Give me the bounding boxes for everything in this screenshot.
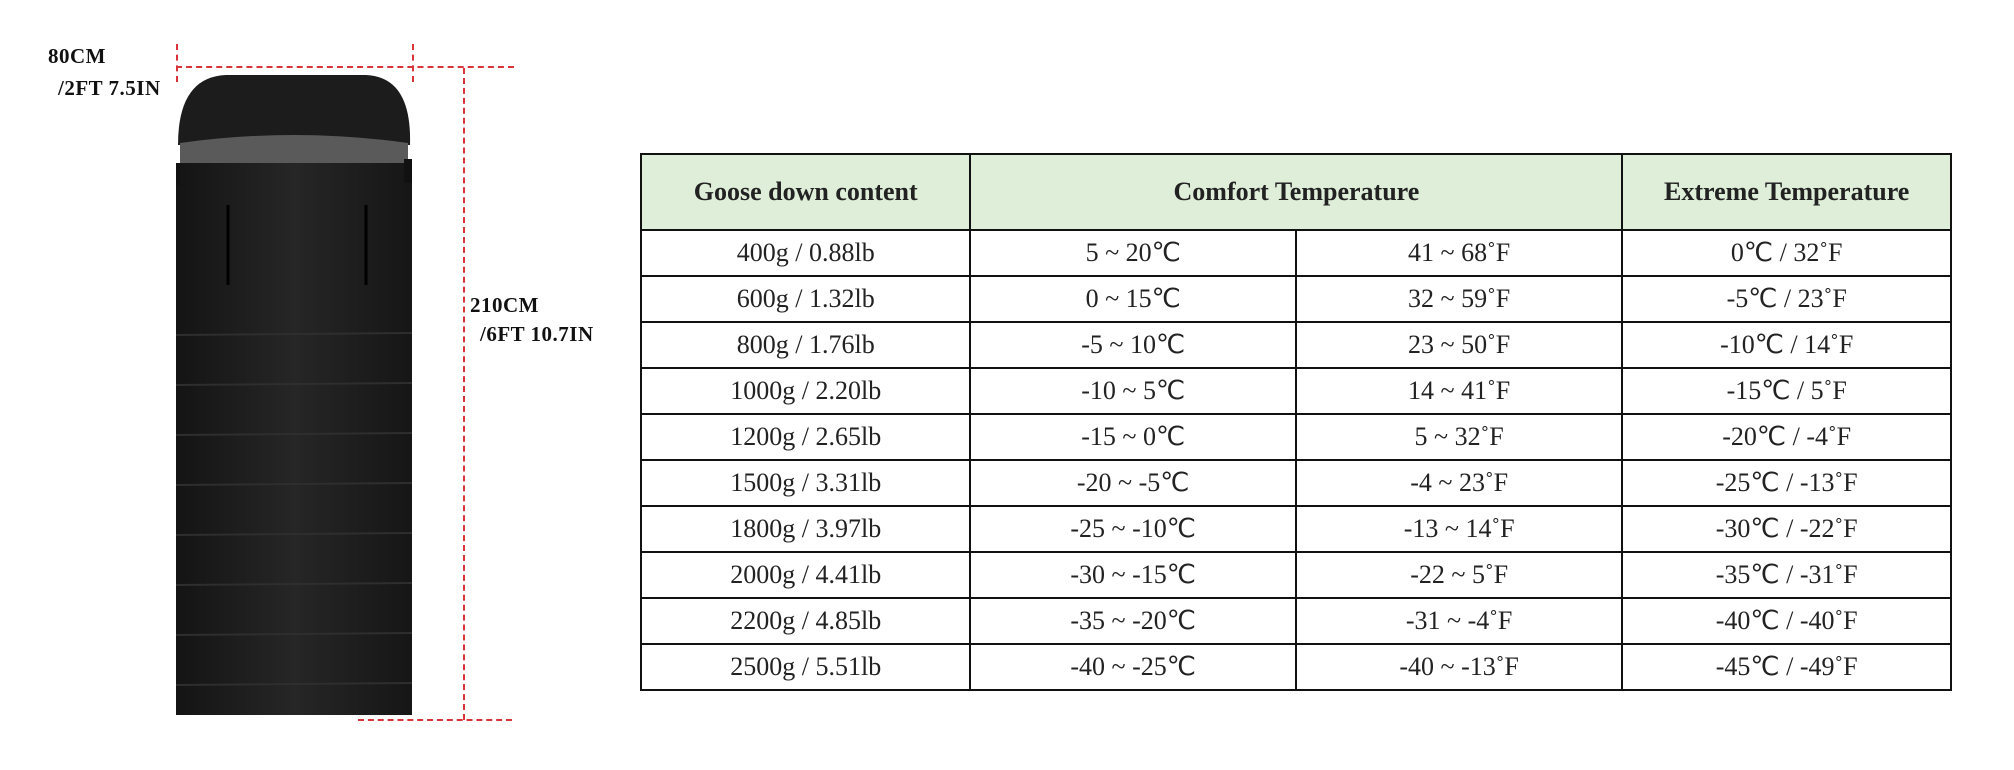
cell-comfort-fahrenheit: -13 ~ 14˚F xyxy=(1294,505,1624,553)
table-row: 800g / 1.76lb -5 ~ 10℃ 23 ~ 50˚F -10℃ / 14˚… xyxy=(639,321,1952,369)
width-label-cm: 80CM xyxy=(48,44,106,68)
header-extreme-temperature: Extreme Temperature xyxy=(1621,153,1952,231)
cell-comfort-celsius: -5 ~ 10℃ xyxy=(969,321,1297,369)
cell-comfort-fahrenheit: -22 ~ 5˚F xyxy=(1294,551,1624,599)
cell-extreme-temperature: -40℃ / -40˚F xyxy=(1621,597,1952,645)
cell-comfort-fahrenheit: -40 ~ -13˚F xyxy=(1294,643,1624,691)
table-row: 1200g / 2.65lb -15 ~ 0℃ 5 ~ 32˚F -20℃ / -4˚… xyxy=(639,413,1952,461)
table-row: 600g / 1.32lb 0 ~ 15℃ 32 ~ 59˚F -5℃ / 23˚F xyxy=(639,275,1952,323)
cell-extreme-temperature: -25℃ / -13˚F xyxy=(1621,459,1952,507)
cell-comfort-celsius: -15 ~ 0℃ xyxy=(969,413,1297,461)
table-row: 1800g / 3.97lb -25 ~ -10℃ -13 ~ 14˚F -30℃ /… xyxy=(639,505,1952,553)
cell-down-content: 600g / 1.32lb xyxy=(639,275,972,323)
width-dimension-line xyxy=(176,66,514,68)
cell-extreme-temperature: -20℃ / -4˚F xyxy=(1621,413,1952,461)
cell-comfort-celsius: -40 ~ -25℃ xyxy=(969,643,1297,691)
cell-comfort-fahrenheit: 14 ~ 41˚F xyxy=(1294,367,1624,415)
cell-comfort-fahrenheit: 41 ~ 68˚F xyxy=(1294,229,1624,277)
header-comfort-temperature: Comfort Temperature xyxy=(969,153,1624,231)
table-row: 2500g / 5.51lb -40 ~ -25℃ -40 ~ -13˚F -45℃ … xyxy=(639,643,1952,691)
length-label-cm: 210CM xyxy=(470,293,539,317)
width-tick-right xyxy=(412,44,414,82)
table-row: 2200g / 4.85lb -35 ~ -20℃ -31 ~ -4˚F -40℃ /… xyxy=(639,597,1952,645)
length-dimension-line xyxy=(463,68,465,720)
cell-down-content: 400g / 0.88lb xyxy=(639,229,972,277)
cell-comfort-celsius: -25 ~ -10℃ xyxy=(969,505,1297,553)
width-label-imperial: /2FT 7.5IN xyxy=(58,76,161,100)
cell-down-content: 2200g / 4.85lb xyxy=(639,597,972,645)
cell-comfort-fahrenheit: -31 ~ -4˚F xyxy=(1294,597,1624,645)
cell-comfort-celsius: -30 ~ -15℃ xyxy=(969,551,1297,599)
table-row: 400g / 0.88lb 5 ~ 20℃ 41 ~ 68˚F 0℃ / 32˚F xyxy=(639,229,1952,277)
width-tick-left xyxy=(176,44,178,82)
cell-comfort-celsius: -20 ~ -5℃ xyxy=(969,459,1297,507)
cell-down-content: 1000g / 2.20lb xyxy=(639,367,972,415)
cell-down-content: 1200g / 2.65lb xyxy=(639,413,972,461)
length-label-imperial: /6FT 10.7IN xyxy=(480,322,594,346)
sleeping-bag-image xyxy=(172,75,414,715)
cell-down-content: 1500g / 3.31lb xyxy=(639,459,972,507)
table-row: 1000g / 2.20lb -10 ~ 5℃ 14 ~ 41˚F -15℃ / 5˚… xyxy=(639,367,1952,415)
table-row: 2000g / 4.41lb -30 ~ -15℃ -22 ~ 5˚F -35℃ / … xyxy=(639,551,1952,599)
cell-comfort-celsius: -35 ~ -20℃ xyxy=(969,597,1297,645)
temperature-rating-table: Goose down content Comfort Temperature E… xyxy=(639,153,1952,691)
cell-down-content: 1800g / 3.97lb xyxy=(639,505,972,553)
cell-down-content: 800g / 1.76lb xyxy=(639,321,972,369)
header-goose-down-content: Goose down content xyxy=(639,153,972,231)
cell-extreme-temperature: -30℃ / -22˚F xyxy=(1621,505,1952,553)
cell-down-content: 2500g / 5.51lb xyxy=(639,643,972,691)
cell-comfort-fahrenheit: -4 ~ 23˚F xyxy=(1294,459,1624,507)
cell-extreme-temperature: -15℃ / 5˚F xyxy=(1621,367,1952,415)
table-row: 1500g / 3.31lb -20 ~ -5℃ -4 ~ 23˚F -25℃ / -… xyxy=(639,459,1952,507)
cell-comfort-fahrenheit: 23 ~ 50˚F xyxy=(1294,321,1624,369)
cell-comfort-fahrenheit: 5 ~ 32˚F xyxy=(1294,413,1624,461)
cell-comfort-celsius: 5 ~ 20℃ xyxy=(969,229,1297,277)
cell-down-content: 2000g / 4.41lb xyxy=(639,551,972,599)
cell-extreme-temperature: -35℃ / -31˚F xyxy=(1621,551,1952,599)
cell-extreme-temperature: -5℃ / 23˚F xyxy=(1621,275,1952,323)
length-tick-bottom xyxy=(358,719,512,721)
cell-comfort-celsius: 0 ~ 15℃ xyxy=(969,275,1297,323)
cell-comfort-celsius: -10 ~ 5℃ xyxy=(969,367,1297,415)
cell-comfort-fahrenheit: 32 ~ 59˚F xyxy=(1294,275,1624,323)
cell-extreme-temperature: 0℃ / 32˚F xyxy=(1621,229,1952,277)
table-header-row: Goose down content Comfort Temperature E… xyxy=(639,153,1952,231)
cell-extreme-temperature: -10℃ / 14˚F xyxy=(1621,321,1952,369)
cell-extreme-temperature: -45℃ / -49˚F xyxy=(1621,643,1952,691)
